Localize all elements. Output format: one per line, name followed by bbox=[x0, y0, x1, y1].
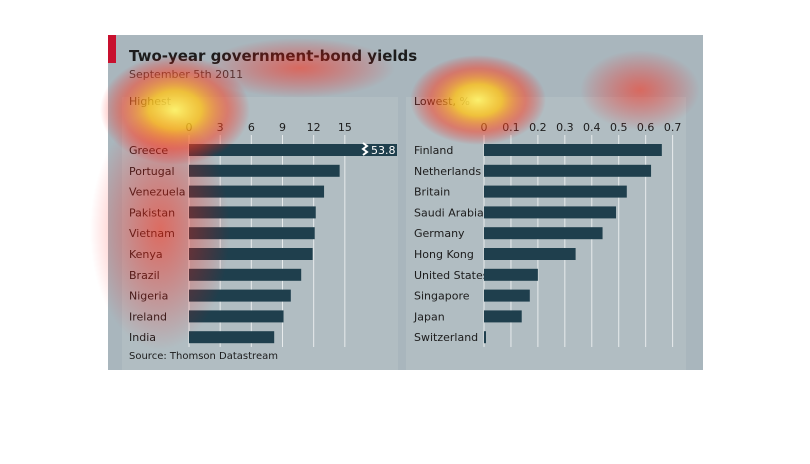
category-label: Hong Kong bbox=[414, 248, 474, 261]
axis-break-icon bbox=[361, 142, 369, 156]
tick-label: 0.5 bbox=[610, 121, 628, 134]
tick-label: 12 bbox=[307, 121, 321, 134]
category-label: Saudi Arabia bbox=[414, 206, 484, 219]
chart-frame: Two-year government-bond yields Septembe… bbox=[108, 35, 703, 370]
tick-label: 15 bbox=[338, 121, 352, 134]
red-accent-bar bbox=[108, 35, 116, 63]
bar bbox=[484, 248, 576, 260]
bar bbox=[484, 144, 662, 156]
category-label: Finland bbox=[414, 144, 453, 157]
tick-label: 9 bbox=[279, 121, 286, 134]
category-label: United States bbox=[414, 269, 489, 282]
category-label: Britain bbox=[414, 186, 450, 199]
tick-label: 0.2 bbox=[529, 121, 547, 134]
bar bbox=[484, 289, 530, 302]
category-label: Singapore bbox=[414, 290, 470, 303]
bar bbox=[484, 227, 603, 240]
value-label: 53.8 bbox=[371, 144, 396, 157]
right-bar-chart: Lowest, % 0 0.1 0.2 0.3 0.4 0.5 0.6 0.7 Finland Ne… bbox=[406, 95, 686, 370]
tick-label: 0.3 bbox=[556, 121, 574, 134]
category-label: Germany bbox=[414, 227, 465, 240]
category-label: Japan bbox=[413, 310, 445, 323]
panel-label: Lowest, % bbox=[414, 95, 470, 108]
bar bbox=[484, 331, 486, 344]
tick-label: 6 bbox=[248, 121, 255, 134]
tick-label: 0.7 bbox=[664, 121, 682, 134]
source-note: Source: Thomson Datastream bbox=[129, 351, 278, 362]
bar bbox=[484, 164, 652, 177]
tick-label: 0.6 bbox=[637, 121, 655, 134]
bar bbox=[484, 268, 538, 281]
bar bbox=[484, 206, 617, 219]
bar bbox=[484, 185, 627, 198]
bar bbox=[484, 310, 522, 323]
category-label: Netherlands bbox=[414, 165, 481, 178]
tick-label: 0.4 bbox=[583, 121, 601, 134]
tick-label: 0 bbox=[481, 121, 488, 134]
category-label: Switzerland bbox=[414, 331, 478, 344]
tick-label: 0.1 bbox=[502, 121, 520, 134]
